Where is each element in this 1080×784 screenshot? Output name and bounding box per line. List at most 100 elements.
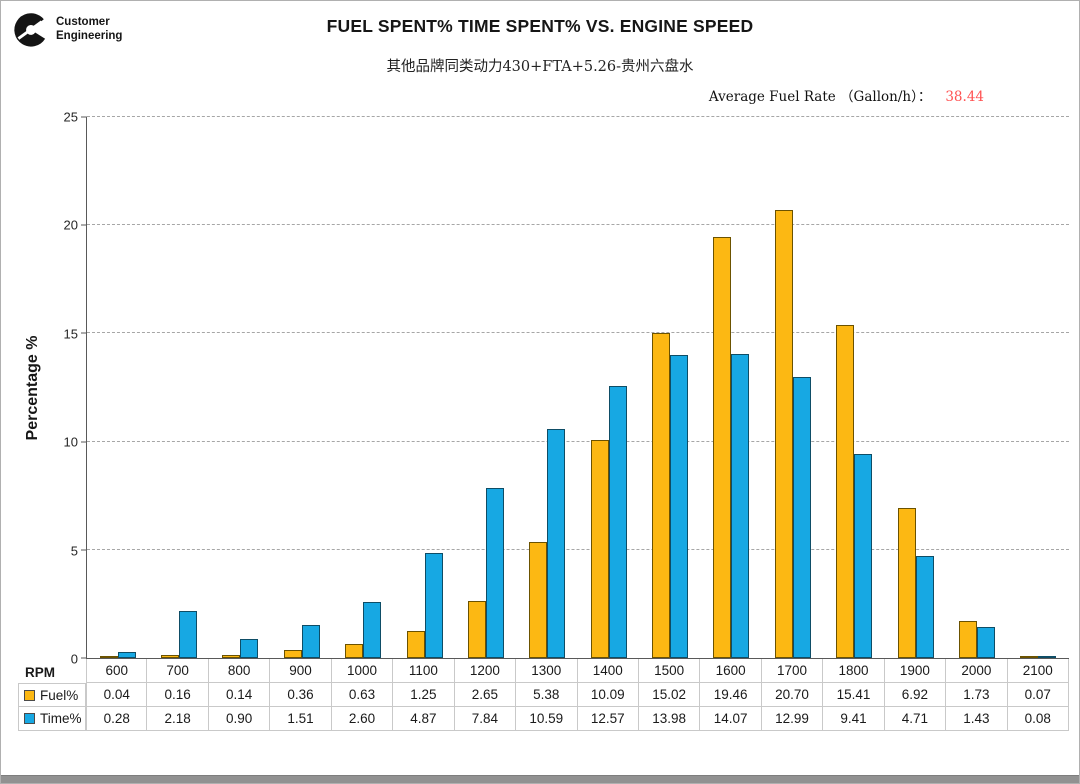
chart-title: FUEL SPENT% TIME SPENT% VS. ENGINE SPEED [326, 16, 754, 36]
chart-subtitle: 其他品牌同类动力430+FTA+5.26-贵州六盘水 [386, 59, 694, 75]
fuel-value-cell: 0.07 [1007, 683, 1069, 707]
fuel-bar [897, 508, 916, 658]
fuel-value-cell: 20.70 [761, 683, 824, 707]
fuel-bar [345, 644, 364, 658]
fuel-bar [161, 654, 180, 658]
time-value-cell: 9.41 [823, 707, 885, 731]
fuel-value-cell: 15.02 [638, 683, 701, 707]
y-tick-label: 10 [63, 434, 78, 450]
category-label: 1100 [393, 659, 455, 683]
y-tick-label: 5 [70, 543, 78, 559]
fuel-bar [406, 630, 425, 658]
time-bar [117, 651, 136, 658]
time-bar [915, 556, 934, 658]
category-label: 1000 [331, 659, 394, 683]
gridline [87, 548, 1069, 550]
time-value-cell: 0.28 [86, 707, 148, 731]
fuel-bar [283, 650, 302, 658]
y-tick-label: 20 [63, 217, 78, 233]
fuel-value-cell: 19.46 [700, 683, 762, 707]
time-swatch-icon [24, 713, 35, 724]
time-bar [792, 376, 811, 658]
fuel-value-cell: 0.16 [147, 683, 209, 707]
average-fuel-rate-label: Average Fuel Rate （Gallon/h）： [708, 89, 932, 105]
time-bar [731, 353, 750, 658]
bar-group [394, 117, 455, 658]
fuel-bar [590, 439, 609, 658]
fuel-value-cell: 0.14 [208, 683, 271, 707]
category-label: 900 [270, 659, 332, 683]
y-tick-label: 0 [70, 651, 78, 667]
fuel-bar [467, 600, 486, 658]
bar-group [824, 117, 885, 658]
time-bar [240, 638, 259, 658]
gridline [87, 224, 1069, 226]
time-value-cell: 12.99 [761, 707, 824, 731]
fuel-bar [958, 620, 977, 658]
gridline [87, 116, 1069, 117]
gridline [87, 440, 1069, 442]
fuel-value-cell: 0.36 [270, 683, 332, 707]
data-table: RPM 600 700 800 900 1000 1100 1200 1300 1400 1500 1… [18, 659, 1069, 731]
bar-group [701, 117, 762, 658]
fuel-value-cell: 0.63 [331, 683, 394, 707]
bar-group [87, 117, 148, 658]
category-label: 700 [147, 659, 209, 683]
fuel-bar [99, 656, 118, 658]
fuel-value-cell: 1.73 [946, 683, 1008, 707]
gridline [87, 332, 1069, 334]
bar-group [148, 117, 209, 658]
category-label: 1800 [823, 659, 885, 683]
window-bottom-strip [1, 775, 1079, 783]
fuel-value-cell: 5.38 [516, 683, 578, 707]
fuel-bar [529, 541, 548, 658]
fuel-bar [836, 324, 855, 658]
time-value-cell: 4.87 [393, 707, 455, 731]
category-label: 600 [86, 659, 148, 683]
time-value-cell: 4.71 [884, 707, 947, 731]
y-axis-ticks: 0 5 10 15 20 25 [1, 110, 78, 667]
fuel-value-cell: 6.92 [884, 683, 947, 707]
logo-text-line1: Customer [56, 15, 110, 28]
y-tick-mark [81, 332, 87, 334]
y-tick-label: 15 [63, 326, 78, 342]
time-bar [179, 610, 198, 658]
y-tick-mark [81, 549, 87, 551]
average-fuel-rate-value: 38.44 [945, 89, 984, 105]
fuel-value-cell: 1.25 [393, 683, 455, 707]
fuel-bar [713, 236, 732, 658]
time-value-cell: 10.59 [516, 707, 578, 731]
bar-group [1008, 117, 1069, 658]
bar-group [762, 117, 823, 658]
time-legend-label: Time% [40, 711, 82, 726]
plot-area [81, 116, 1069, 659]
category-label: 1400 [577, 659, 639, 683]
category-label: 1300 [516, 659, 578, 683]
bar-group [885, 117, 946, 658]
time-value-cell: 13.98 [638, 707, 701, 731]
fuel-bar [222, 654, 241, 658]
bar-group [333, 117, 394, 658]
fuel-bar [652, 332, 671, 658]
fuel-legend-cell: Fuel% [18, 683, 86, 707]
time-bar [976, 627, 995, 658]
time-value-cell: 12.57 [577, 707, 639, 731]
time-bar [485, 488, 504, 658]
fuel-bar [1020, 656, 1039, 658]
time-bar [670, 355, 689, 658]
bar-group [946, 117, 1007, 658]
time-value-cell: 1.51 [270, 707, 332, 731]
time-bar [1038, 656, 1057, 658]
bar-group [271, 117, 332, 658]
y-tick-mark [81, 657, 87, 659]
y-tick-mark [81, 224, 87, 226]
logo-text: Customer Engineering [56, 15, 122, 44]
category-label: 1500 [638, 659, 701, 683]
fuel-value-cell: 2.65 [454, 683, 517, 707]
bar-group [455, 117, 516, 658]
cummins-logo-icon [14, 13, 48, 47]
time-bar [854, 454, 873, 658]
bar-group [639, 117, 700, 658]
fuel-value-cell: 10.09 [577, 683, 639, 707]
bar-group [210, 117, 271, 658]
